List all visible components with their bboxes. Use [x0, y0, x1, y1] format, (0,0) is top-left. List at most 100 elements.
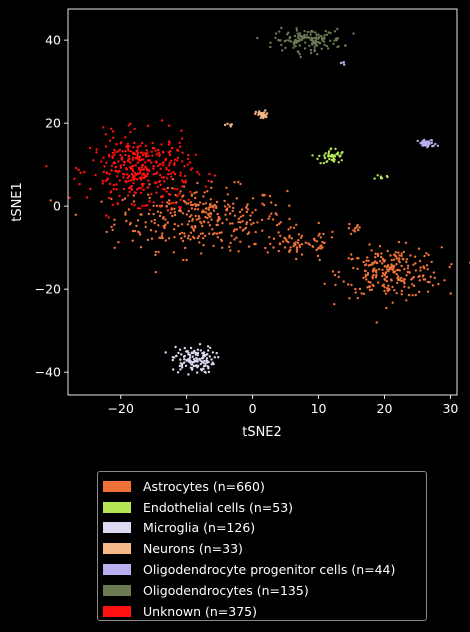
data-point [126, 176, 129, 179]
data-point [283, 246, 287, 249]
data-point [116, 175, 119, 178]
data-point [178, 145, 182, 148]
data-point [294, 45, 297, 48]
data-point [148, 159, 151, 162]
data-point [367, 259, 370, 262]
data-point [364, 273, 368, 277]
data-point [350, 283, 353, 287]
data-point [183, 358, 186, 361]
data-point [295, 27, 298, 30]
data-point [85, 196, 89, 199]
data-point [178, 192, 181, 195]
data-point [175, 159, 179, 162]
data-point [211, 204, 214, 208]
data-point [218, 217, 221, 220]
data-point [112, 136, 115, 139]
data-point [295, 257, 298, 261]
data-point [165, 205, 168, 208]
data-point [172, 201, 175, 205]
data-point [136, 178, 139, 181]
data-point [368, 285, 372, 288]
data-point [411, 294, 414, 297]
data-point [295, 246, 299, 249]
data-point [131, 239, 134, 242]
data-point [220, 238, 223, 241]
data-point [183, 232, 186, 235]
legend-item: Microglia (n=126) [103, 518, 426, 539]
data-point [172, 368, 175, 371]
data-point [395, 257, 398, 260]
data-point [194, 351, 197, 355]
data-point [153, 218, 156, 222]
data-point [263, 194, 266, 197]
data-point [381, 274, 384, 278]
data-point [327, 151, 330, 155]
data-point [177, 351, 180, 355]
data-point [172, 228, 176, 231]
data-point [432, 144, 435, 147]
data-point [208, 203, 212, 207]
data-point [163, 180, 166, 183]
data-point [175, 201, 178, 204]
data-point [179, 368, 182, 371]
data-point [229, 222, 232, 225]
legend-swatch [103, 605, 131, 617]
data-point [127, 124, 130, 127]
data-point [241, 220, 244, 223]
data-point [104, 133, 108, 136]
data-point [277, 231, 280, 234]
data-point [402, 250, 405, 254]
data-point [398, 269, 401, 272]
data-point [171, 187, 174, 190]
data-point [197, 217, 200, 220]
data-point [321, 240, 324, 244]
data-point [391, 301, 394, 304]
data-point [154, 160, 158, 163]
data-point [180, 137, 184, 140]
data-point [88, 146, 92, 150]
data-point [348, 297, 351, 300]
data-point [256, 221, 259, 224]
data-point [237, 217, 241, 220]
data-point [131, 174, 135, 177]
data-point [196, 181, 199, 185]
data-point [157, 250, 160, 254]
data-point [113, 161, 117, 165]
data-point [104, 179, 108, 182]
data-point [294, 243, 297, 247]
data-point [148, 196, 151, 200]
data-point [168, 153, 172, 157]
data-point [352, 266, 355, 270]
data-point [128, 145, 131, 148]
data-point [320, 47, 323, 50]
data-point [198, 343, 202, 346]
data-point [136, 172, 139, 176]
data-point [161, 217, 165, 220]
data-point [193, 349, 196, 353]
data-point [440, 246, 443, 249]
data-point [327, 155, 330, 158]
data-point [140, 178, 143, 181]
data-point [168, 151, 171, 154]
data-point [181, 179, 184, 182]
data-point [125, 145, 128, 148]
data-point [193, 191, 196, 195]
data-point [322, 232, 325, 236]
data-point [390, 278, 393, 281]
data-point [352, 32, 355, 35]
legend-label: Astrocytes (n=660) [143, 478, 265, 494]
data-point [127, 179, 130, 182]
data-point [303, 30, 306, 33]
data-point [412, 263, 415, 266]
data-point [421, 144, 424, 147]
data-point [332, 159, 335, 163]
data-point [122, 176, 125, 179]
data-point [221, 246, 224, 249]
data-point [251, 197, 255, 200]
data-point [155, 191, 158, 194]
data-point [417, 275, 420, 279]
data-point [187, 234, 190, 237]
data-point [416, 139, 419, 143]
data-point [319, 162, 322, 165]
data-point [245, 221, 249, 224]
